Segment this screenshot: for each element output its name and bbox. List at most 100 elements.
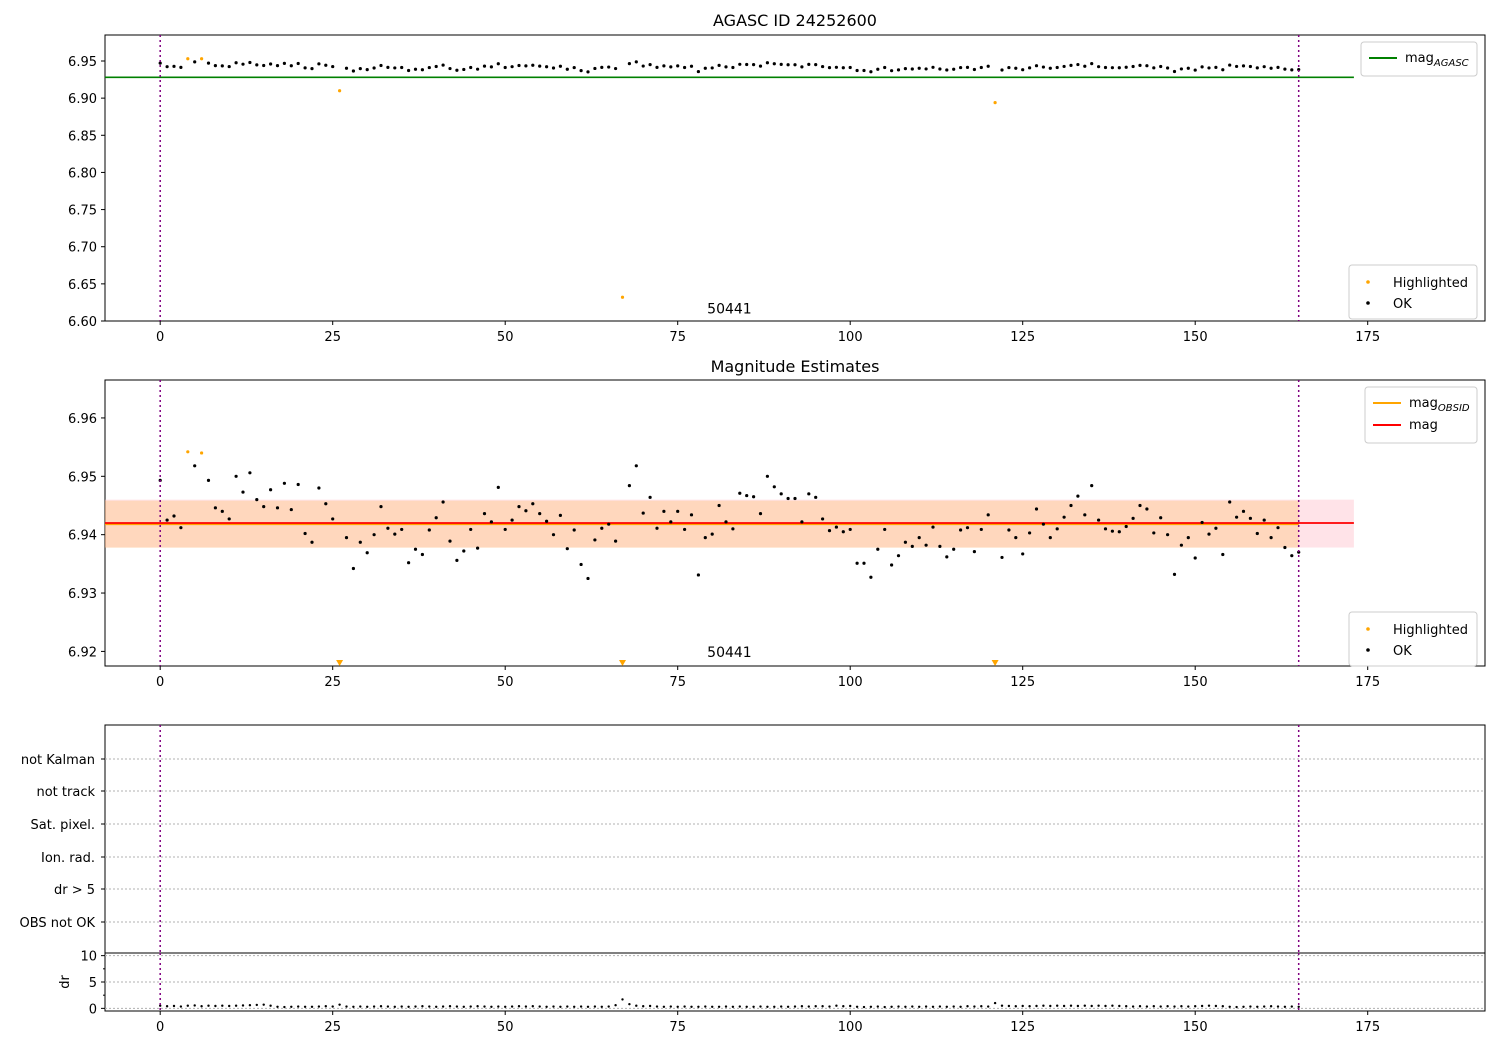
data-point	[945, 1005, 948, 1008]
data-point	[745, 62, 749, 67]
data-point	[1166, 66, 1170, 70]
data-point	[1138, 503, 1142, 508]
data-point	[441, 500, 445, 504]
data-point	[289, 507, 293, 512]
data-point	[1269, 66, 1273, 70]
data-point	[972, 550, 977, 554]
x-tick-label: 75	[669, 675, 686, 690]
data-point	[1007, 65, 1011, 70]
x-tick-label: 175	[1355, 1020, 1380, 1035]
data-point	[413, 67, 418, 71]
data-point	[986, 64, 990, 68]
data-point	[448, 1005, 452, 1008]
data-point	[489, 520, 493, 524]
data-point	[765, 474, 770, 478]
data-point	[159, 1004, 162, 1007]
off-scale-marker	[619, 660, 626, 666]
data-point	[1000, 1004, 1004, 1007]
legend-label: magAGASC	[1405, 51, 1469, 69]
data-point	[158, 61, 162, 65]
data-point	[510, 518, 514, 522]
data-point	[1014, 1005, 1017, 1008]
x-tick-label: 125	[1010, 675, 1035, 690]
x-tick-label: 0	[156, 1020, 164, 1035]
data-point	[1062, 1004, 1066, 1008]
data-point	[414, 1005, 417, 1008]
data-point	[614, 539, 618, 543]
data-point	[841, 530, 845, 534]
data-point	[317, 1005, 321, 1008]
data-point	[221, 1004, 224, 1007]
data-point	[1283, 545, 1287, 550]
data-point	[372, 533, 376, 537]
data-point	[282, 61, 286, 66]
data-point	[1097, 518, 1101, 522]
data-point	[344, 66, 349, 70]
data-point	[876, 547, 880, 551]
data-point	[993, 101, 997, 105]
legend-label: Highlighted	[1393, 276, 1468, 291]
data-point	[510, 1005, 514, 1008]
data-point	[517, 1005, 521, 1008]
data-point	[269, 62, 273, 66]
data-point	[1131, 1005, 1135, 1008]
data-point	[786, 496, 790, 501]
data-point	[545, 1005, 548, 1008]
data-point	[303, 1005, 307, 1008]
data-point	[276, 1005, 279, 1008]
data-point	[828, 1005, 831, 1008]
data-point	[379, 1005, 383, 1008]
data-point	[931, 65, 935, 69]
data-point	[497, 1005, 500, 1008]
data-point	[1055, 527, 1059, 531]
y-tick-label: 6.95	[68, 55, 97, 70]
y-tick-label: 6.60	[68, 315, 97, 330]
data-point	[248, 471, 252, 475]
data-point	[765, 61, 770, 65]
data-point	[255, 63, 259, 67]
data-point	[482, 512, 487, 516]
y-tick-label: 5	[89, 976, 97, 991]
data-point	[1083, 513, 1087, 517]
data-point	[220, 64, 224, 68]
data-point	[980, 1005, 983, 1008]
data-point	[752, 63, 756, 67]
data-point	[703, 535, 707, 540]
data-point	[1000, 68, 1004, 72]
data-point	[386, 65, 390, 70]
data-point	[214, 1004, 217, 1008]
data-point	[365, 551, 369, 555]
data-point	[551, 533, 556, 537]
data-point	[896, 554, 901, 558]
data-point	[1021, 68, 1025, 72]
data-point	[510, 65, 514, 69]
data-point	[1145, 507, 1149, 511]
data-point	[1256, 1005, 1259, 1008]
data-point	[1041, 522, 1045, 526]
x-tick-label: 150	[1183, 1020, 1208, 1035]
data-point	[952, 547, 956, 551]
data-point	[758, 512, 763, 516]
data-point	[1152, 66, 1156, 70]
data-point	[807, 62, 811, 66]
data-point	[310, 1005, 314, 1008]
data-point	[545, 519, 549, 523]
data-point	[1283, 1005, 1287, 1008]
data-point	[476, 546, 480, 550]
x-tick-label: 150	[1183, 330, 1208, 345]
data-point	[297, 1005, 300, 1008]
data-point	[924, 543, 928, 547]
data-point	[807, 1005, 810, 1008]
data-point	[262, 1003, 265, 1006]
legend-label-main: mag	[1409, 418, 1438, 433]
data-point	[938, 67, 942, 71]
x-tick-label: 100	[838, 1020, 863, 1035]
data-point	[965, 526, 970, 530]
data-point	[1007, 1004, 1011, 1008]
data-point	[165, 518, 169, 522]
data-point	[1248, 64, 1252, 69]
data-point	[766, 1005, 769, 1008]
data-point	[283, 1005, 286, 1009]
data-point	[186, 57, 190, 61]
